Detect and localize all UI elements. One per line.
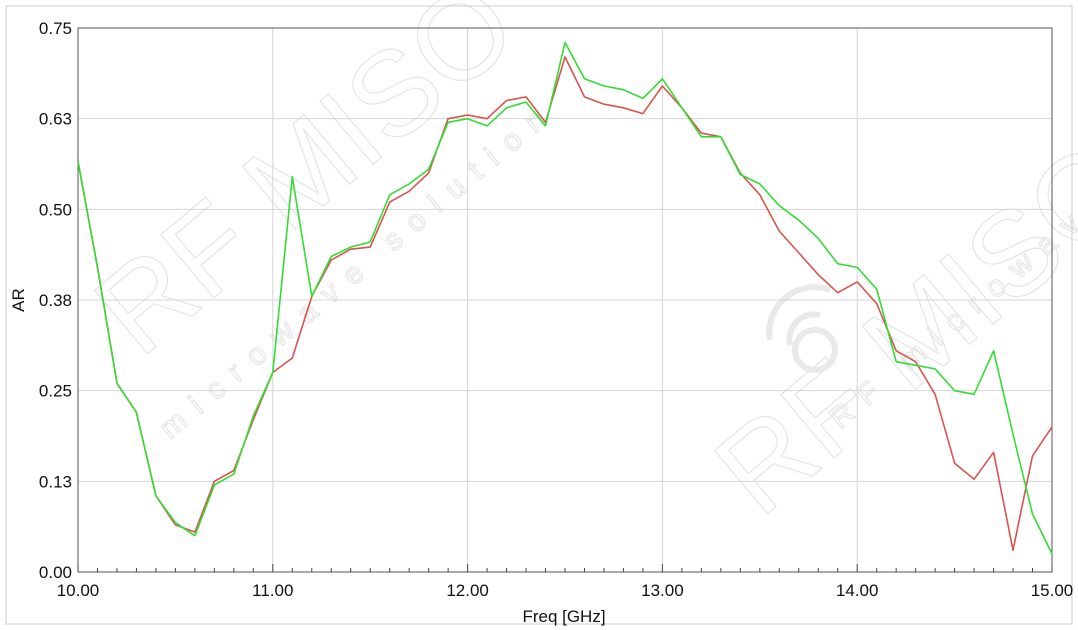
y-tick-label: 0.00 [39, 563, 72, 582]
series-line-2 [77, 41, 1053, 555]
series-layer [77, 41, 1053, 555]
x-tick-label: 13.00 [641, 581, 684, 600]
grid [78, 28, 1052, 572]
y-tick-label: 0.25 [39, 382, 72, 401]
x-tick-labels: 10.00 11.00 12.00 13.00 14.00 15.00 [57, 581, 1074, 600]
y-tick-label: 0.63 [39, 110, 72, 129]
y-tick-label: 0.50 [39, 200, 72, 219]
y-tick-label: 0.38 [39, 291, 72, 310]
x-tick-label: 11.00 [252, 581, 293, 600]
x-axis-label: Freq [GHz] [522, 607, 605, 626]
y-tick-labels: 0.00 0.13 0.25 0.38 0.50 0.63 0.75 [39, 19, 72, 582]
watermark: RF MISO RF MISO microwave solution RF mi… [70, 0, 1078, 541]
x-tick-label: 14.00 [836, 581, 879, 600]
y-tick-label: 0.13 [39, 472, 72, 491]
y-tick-label: 0.75 [39, 19, 72, 38]
x-tick-label: 12.00 [446, 581, 489, 600]
x-tick-label: 10.00 [57, 581, 100, 600]
y-axis-label: AR [9, 288, 28, 312]
svg-text:RF MISO: RF MISO [691, 116, 1078, 540]
wifi-logo-icon [766, 284, 838, 373]
x-tick-label: 15.00 [1031, 581, 1074, 600]
outer-frame [5, 5, 1073, 625]
minor-ticks [77, 564, 1053, 572]
